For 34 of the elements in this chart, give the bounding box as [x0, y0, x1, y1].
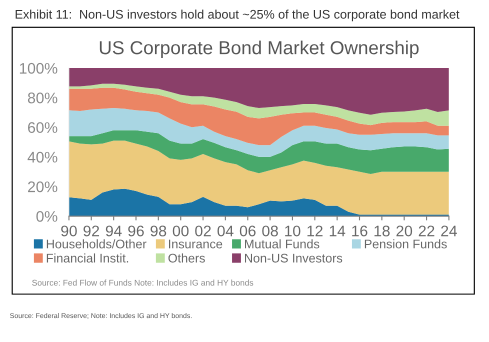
x-tick-label: 90	[61, 226, 77, 236]
chart-title: US Corporate Bond Market Ownership	[100, 40, 419, 58]
x-tick-label: 96	[128, 226, 144, 236]
x-tick-label: 14	[330, 226, 346, 236]
x-tick-label: 10	[285, 226, 300, 236]
x-tick-label: 06	[240, 226, 256, 236]
x-tick-label: 16	[352, 226, 368, 236]
x-tick-label: 92	[84, 226, 100, 236]
y-tick-label: 80%	[28, 92, 58, 104]
legend-label: Insurance	[169, 240, 222, 248]
y-tick-label: 60%	[28, 122, 58, 133]
x-tick-label: 02	[195, 226, 211, 236]
legend-label: Others	[168, 253, 205, 263]
x-tick-label: 24	[441, 226, 457, 236]
legend-label: Households/Other	[46, 239, 146, 248]
x-tick-label: 00	[172, 226, 189, 236]
legend-label: Mutual Funds	[245, 239, 320, 248]
chart-subtitle: Exhibit 11: Non-US investors hold about ~25% of the US corporate bond market	[16, 10, 460, 22]
legend-label: Non-US Investors	[245, 254, 342, 263]
x-tick-label: 20	[396, 226, 412, 236]
x-tick-label: 08	[262, 226, 278, 236]
x-tick-label: 22	[418, 226, 434, 236]
legend-label: Pension Funds	[364, 239, 447, 248]
x-tick-label: 12	[307, 226, 323, 236]
x-tick-label: 94	[106, 226, 122, 236]
y-tick-label: 40%	[28, 152, 58, 163]
y-tick-label: 100%	[20, 62, 58, 74]
y-tick-label: 20%	[28, 181, 58, 192]
legend-label: Financial Instit.	[46, 253, 128, 263]
x-tick-label: 98	[150, 226, 166, 236]
source-note: Source: Fed Flow of Funds Note: Includes IG and HY bonds	[32, 280, 254, 286]
x-tick-label: 18	[374, 226, 390, 236]
x-tick-label: 04	[218, 226, 234, 236]
y-tick-label: 0%	[36, 211, 58, 222]
